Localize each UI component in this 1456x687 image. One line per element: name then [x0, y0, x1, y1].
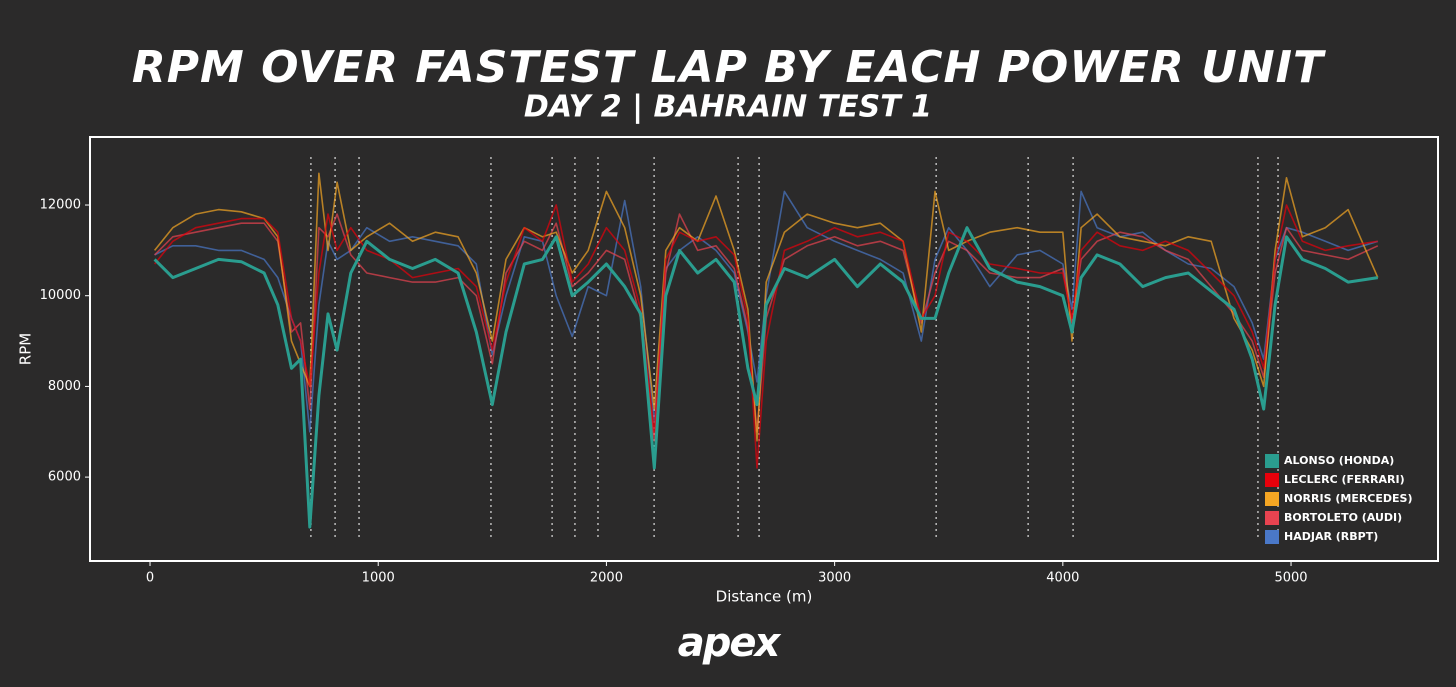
- logo: apex: [678, 620, 782, 666]
- legend-label: NORRIS (MERCEDES): [1284, 492, 1412, 505]
- x-tick-label: 2000: [590, 571, 623, 586]
- x-axis-label: Distance (m): [716, 588, 813, 606]
- x-tick-label: 3000: [818, 571, 851, 586]
- legend-label: ALONSO (HONDA): [1284, 454, 1394, 467]
- y-tick-label: 8000: [48, 379, 81, 394]
- series-line: [153, 172, 1379, 442]
- legend-swatch: [1265, 492, 1279, 506]
- series-line: [154, 190, 1379, 433]
- legend-label: HADJAR (RBPT): [1284, 530, 1378, 543]
- x-tick-label: 4000: [1046, 571, 1079, 586]
- legend-swatch: [1265, 511, 1279, 525]
- x-tick-label: 1000: [362, 571, 395, 586]
- legend-label: LECLERC (FERRARI): [1284, 473, 1405, 486]
- chart-subtitle: DAY 2 | BAHRAIN TEST 1: [524, 90, 932, 125]
- legend-swatch: [1265, 530, 1279, 544]
- legend-swatch: [1265, 454, 1279, 468]
- series-line: [153, 204, 1378, 469]
- legend-label: BORTOLETO (AUDI): [1284, 511, 1402, 524]
- plot-frame: [89, 136, 1439, 562]
- y-axis-label: RPM: [17, 333, 35, 365]
- y-tick-label: 10000: [40, 288, 81, 303]
- x-tick-label: 0: [146, 571, 154, 586]
- legend-swatch: [1265, 473, 1279, 487]
- x-tick-label: 5000: [1274, 571, 1307, 586]
- series-line: [153, 226, 1379, 529]
- chart-title: RPM OVER FASTEST LAP BY EACH POWER UNIT: [132, 42, 1326, 93]
- y-tick-label: 6000: [48, 470, 81, 485]
- y-tick-label: 12000: [40, 198, 81, 213]
